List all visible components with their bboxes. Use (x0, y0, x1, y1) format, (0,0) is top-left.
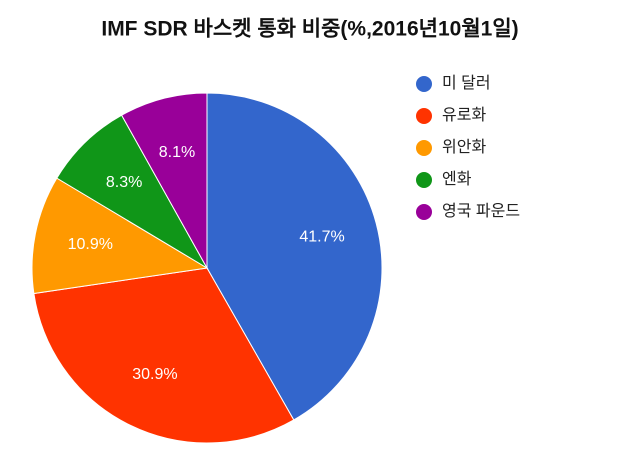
legend-label: 미 달러 (442, 74, 491, 92)
slice-label: 30.9% (132, 366, 177, 383)
legend-label: 유로화 (442, 106, 486, 124)
pie-slice (31, 177, 209, 295)
slice-label: 10.9% (68, 236, 113, 253)
legend-marker (416, 204, 432, 220)
pie-slice (120, 92, 208, 270)
legend-marker (416, 172, 432, 188)
slice-label: 41.7% (299, 229, 344, 246)
chart-title: IMF SDR 바스켓 통화 비중(%,2016년10월1일) (101, 18, 518, 41)
legend-label: 엔화 (442, 170, 472, 188)
legend-label: 영국 파운드 (442, 202, 520, 220)
pie-slice (33, 267, 295, 444)
legend-label: 위안화 (442, 138, 486, 156)
slice-label: 8.3% (106, 174, 142, 191)
legend-marker (416, 140, 432, 156)
pie-slice (56, 114, 209, 270)
pie-slice (206, 92, 383, 421)
slice-label: 8.1% (159, 144, 195, 161)
legend-marker (416, 108, 432, 124)
legend-marker (416, 76, 432, 92)
